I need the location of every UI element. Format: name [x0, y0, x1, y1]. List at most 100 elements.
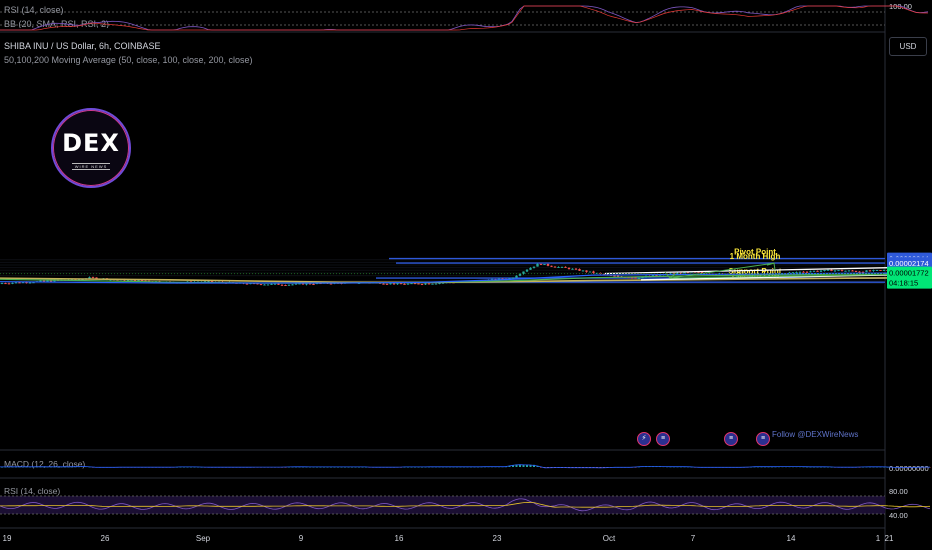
time-tick-label: Oct [603, 534, 616, 543]
time-tick-label: Sep [196, 534, 211, 543]
time-tick-label: 21 [885, 534, 894, 543]
candle-body [18, 282, 21, 284]
candle-body [298, 283, 301, 285]
macd-bar [526, 464, 528, 467]
candle-body [515, 275, 518, 278]
currency-button[interactable]: USD [889, 37, 927, 56]
flag-icon[interactable]: ≡ [656, 432, 670, 446]
candle-body [21, 282, 25, 284]
candle-body [308, 283, 312, 285]
candle-body [641, 277, 644, 279]
candle-body [28, 282, 32, 284]
candle-body [431, 283, 434, 285]
candle-body [840, 270, 844, 272]
rsi-tick-label: 40.00 [889, 511, 908, 520]
macd-tick-label: 0.00000000 [889, 464, 929, 473]
logo-subtext: WIRE NEWS [71, 163, 111, 170]
top-bb-line [0, 5, 928, 31]
current-price-tag [887, 266, 932, 289]
candle-body [406, 283, 410, 285]
candle-body [532, 266, 536, 268]
rsi-label: RSI (14, close) [4, 486, 60, 496]
candle-body [137, 280, 140, 282]
candle-body [564, 266, 567, 268]
candle-body [798, 271, 802, 273]
candle-body [543, 264, 546, 266]
candle-body [683, 272, 686, 274]
time-tick-label: 19 [3, 534, 12, 543]
candle-body [294, 283, 298, 285]
candle-body [140, 280, 144, 282]
candle-body [95, 277, 98, 279]
candle-body [382, 283, 385, 285]
candle-body [434, 283, 438, 285]
candle-body [508, 278, 511, 280]
time-tick-label: 23 [493, 534, 502, 543]
candle-body [126, 279, 130, 281]
macd-bar [519, 464, 521, 467]
candle-body [42, 280, 46, 282]
candle-body [525, 269, 529, 272]
candle-body [403, 283, 406, 285]
candle-body [634, 277, 637, 279]
candle-body [441, 282, 445, 284]
candle-body [249, 283, 252, 285]
candle-body [39, 280, 42, 282]
candle-body [882, 270, 886, 272]
candle-body [697, 271, 700, 273]
candle-body [529, 267, 532, 270]
candle-body [795, 272, 798, 274]
candle-body [637, 278, 641, 280]
candle-body [210, 281, 214, 283]
candle-body [245, 283, 249, 285]
candle-body [88, 277, 91, 279]
current-price-label: 0.00001772 [889, 269, 929, 278]
candle-body [868, 270, 872, 272]
top-rsi-line [0, 5, 929, 31]
candle-body [438, 282, 441, 284]
candle-body [560, 266, 564, 268]
level-label: 1 Month High [730, 252, 781, 261]
candle-body [385, 283, 389, 285]
candle-body [410, 283, 413, 285]
candle-body [511, 277, 515, 279]
candle-body [259, 284, 263, 286]
candle-body [578, 269, 581, 271]
candle-body [686, 272, 690, 274]
time-tick-label: 1 [876, 534, 881, 543]
candle-body [277, 283, 280, 285]
candle-body [833, 270, 837, 272]
candle-body [872, 270, 875, 272]
candle-body [791, 272, 795, 274]
candle-body [0, 283, 4, 285]
flag-icon[interactable]: ≡ [756, 432, 770, 446]
candle-body [546, 264, 550, 266]
ma100-line [0, 272, 932, 284]
candle-body [676, 273, 679, 275]
top-rsi-label: RSI (14, close) [4, 5, 64, 15]
lightning-icon[interactable]: ⚡ [637, 432, 651, 446]
candle-body [46, 280, 49, 282]
follow-text[interactable]: Follow @DEXWireNews [772, 430, 859, 439]
rsi-signal-line [0, 501, 931, 508]
candle-body [651, 275, 655, 277]
time-tick-label: 9 [299, 534, 304, 543]
candle-body [536, 263, 539, 267]
candle-body [819, 270, 823, 272]
rsi-tick-label: 80.00 [889, 487, 908, 496]
ma50-line [0, 272, 932, 284]
macd-bar [512, 464, 514, 467]
candle-body [571, 268, 574, 270]
macd-line [0, 464, 930, 469]
candle-body [830, 269, 833, 272]
flag-icon[interactable]: ≡ [724, 432, 738, 446]
candle-body [627, 277, 630, 279]
candle-body [788, 272, 791, 274]
level-label: Pivot Point [734, 248, 776, 257]
candle-body [865, 270, 868, 272]
candle-body [49, 280, 53, 282]
candle-body [287, 284, 291, 286]
candle-body [273, 283, 277, 285]
candle-body [518, 273, 522, 276]
